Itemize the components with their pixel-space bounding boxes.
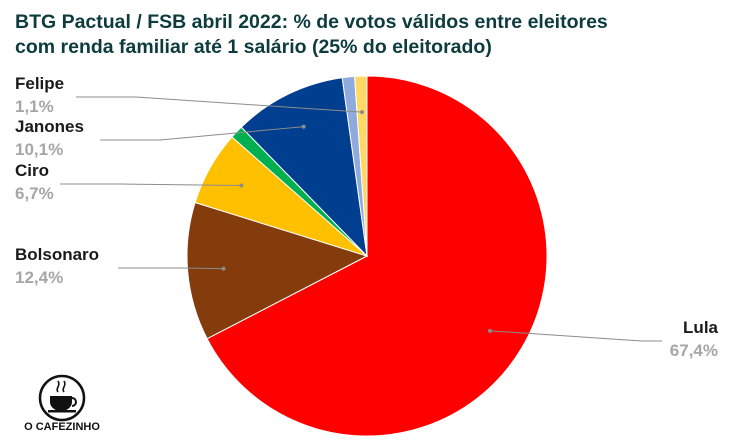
leader-line-felipe (76, 96, 363, 113)
leader-dot-lula (488, 328, 493, 333)
leader-dot-bolsonaro (221, 266, 226, 271)
svg-text:O CAFEZINHO: O CAFEZINHO (24, 421, 100, 433)
chart-title-line-2: com renda familiar até 1 salário (25% do… (15, 36, 492, 58)
slice-label-bolsonaro: Bolsonaro (15, 245, 99, 264)
leader-dot-ciro (239, 183, 244, 188)
slice-label-lula: Lula (683, 318, 718, 337)
leader-line-lula (489, 330, 662, 342)
slice-value-bolsonaro: 12,4% (15, 268, 63, 287)
pie-slice-felipe (354, 75, 368, 257)
slice-label-felipe: Felipe (15, 74, 64, 93)
slice-label-ciro: Ciro (15, 161, 49, 180)
pie-slice-bolsonaro (186, 201, 369, 340)
pie-slice-lula (206, 75, 548, 437)
slice-value-ciro: 6,7% (15, 184, 54, 203)
chart-title-line-1: BTG Pactual / FSB abril 2022: % de votos… (15, 11, 608, 33)
pie-slice-janones (240, 77, 368, 258)
leader-dot-felipe (360, 110, 365, 115)
leader-line-janones (100, 126, 304, 141)
leader-line-bolsonaro (118, 267, 224, 270)
leader-line-ciro (60, 183, 242, 186)
chart-title: BTG Pactual / FSB abril 2022: % de votos… (15, 10, 730, 60)
slice-value-janones: 10,1% (15, 140, 63, 159)
cafezinho-logo: O CAFEZINHO (24, 374, 100, 433)
slice-label-janones: Janones (15, 117, 84, 136)
leader-dot-janones (301, 124, 306, 129)
slice-value-felipe: 1,1% (15, 97, 54, 116)
slice-value-lula: 67,4% (670, 341, 718, 360)
